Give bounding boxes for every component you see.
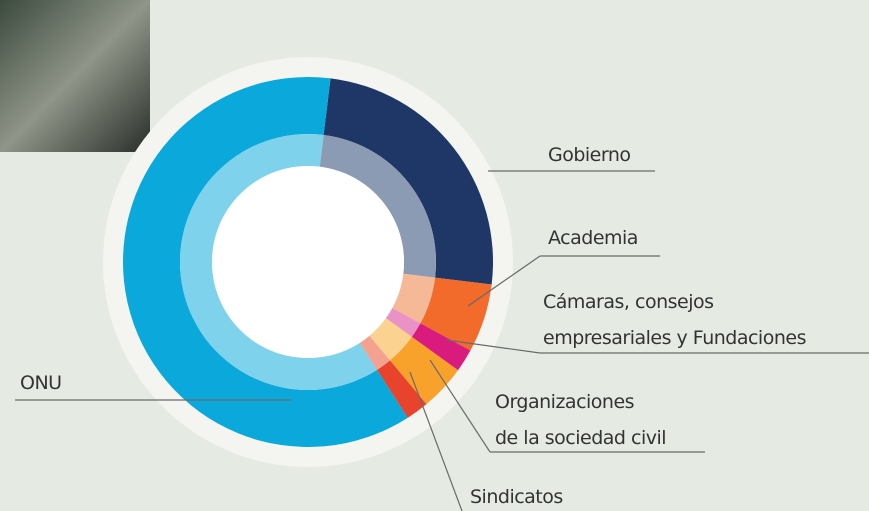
donut-segment (389, 336, 459, 405)
donut-segment (123, 76, 408, 447)
donut-inner-segment (392, 273, 436, 324)
donut-inner-segment (369, 318, 412, 361)
leader-line (445, 339, 541, 354)
donut-hole (212, 166, 404, 358)
donut-segment (323, 78, 493, 285)
donut-segment (376, 360, 427, 418)
donut-inner-segment (179, 133, 377, 390)
donut-inner-segment (359, 335, 390, 370)
leader-line (409, 371, 463, 511)
leader-line (467, 255, 541, 307)
leader-line (429, 359, 491, 453)
label: ONU (20, 372, 62, 394)
label: Academia (548, 227, 638, 249)
donut-segment (411, 323, 471, 371)
label: Sindicatos (470, 486, 563, 508)
donut (123, 76, 493, 447)
label: Cámaras, consejos empresariales y Fundac… (543, 291, 806, 349)
donut-inner-segment (319, 134, 436, 278)
donut-segment (420, 277, 492, 351)
photo (0, 0, 150, 152)
label: Gobierno (548, 144, 631, 166)
label: Organizaciones de la sociedad civil (495, 391, 667, 449)
donut-inner-segment (385, 307, 421, 337)
